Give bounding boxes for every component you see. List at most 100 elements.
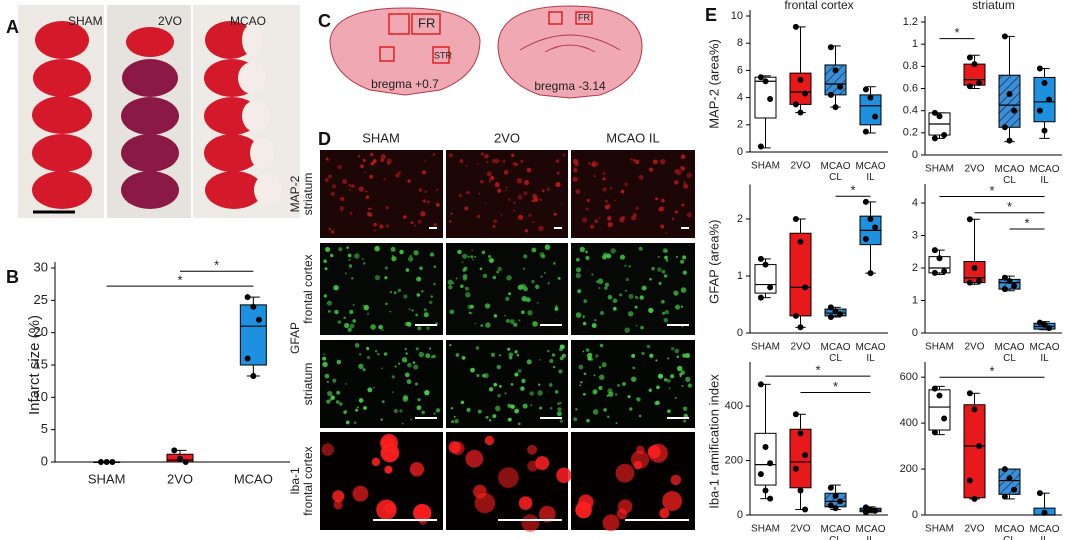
speck (638, 414, 642, 418)
speck (391, 256, 397, 262)
speck (582, 392, 586, 396)
speck (577, 289, 582, 294)
speck (575, 312, 582, 318)
speck (599, 310, 605, 316)
speck (656, 385, 660, 390)
y-axis-label: Iba-1 ramification index (706, 374, 721, 509)
speck (389, 291, 392, 294)
speck (349, 309, 354, 315)
speck (506, 275, 512, 281)
speck (531, 247, 537, 253)
speck (524, 229, 529, 233)
speck (539, 359, 541, 361)
speck (430, 295, 433, 298)
speck (648, 307, 654, 314)
speck (324, 267, 328, 271)
speck (487, 254, 492, 259)
panel-letter: E (705, 5, 717, 25)
speck (521, 296, 528, 302)
speck (608, 391, 614, 397)
data-point (767, 495, 774, 502)
speck (579, 384, 582, 387)
speck (397, 362, 401, 365)
y-tick-label: 2 (737, 213, 743, 225)
speck (575, 257, 580, 262)
data-point (1041, 127, 1048, 134)
data-point (966, 216, 973, 223)
region-label: STR (434, 50, 453, 60)
speck (468, 311, 471, 314)
speck (539, 198, 542, 201)
speck (549, 382, 552, 385)
speck (339, 206, 344, 211)
speck (404, 372, 410, 378)
data-point (1036, 107, 1043, 114)
speck (421, 170, 427, 175)
speck (556, 467, 572, 483)
speck (494, 405, 501, 412)
speck (624, 264, 627, 267)
speck (604, 199, 609, 203)
speck (422, 199, 427, 203)
speck (524, 180, 530, 186)
speck (489, 258, 494, 263)
speck (485, 322, 491, 328)
speck (502, 160, 506, 163)
speck (351, 276, 354, 280)
speck (527, 460, 539, 472)
y-tick-label: 0 (912, 149, 918, 161)
speck (423, 312, 429, 318)
speck (598, 366, 602, 369)
speck (587, 162, 591, 165)
speck (465, 449, 484, 468)
speck (606, 394, 609, 397)
speck (405, 352, 408, 355)
y-tick-label: 20 (34, 324, 48, 339)
speck (528, 213, 532, 217)
y-tick-label: 30 (34, 259, 48, 274)
data-point (971, 61, 978, 68)
speck (407, 362, 412, 368)
speck (476, 214, 481, 219)
speck (394, 365, 397, 368)
speck (470, 367, 475, 373)
speck (380, 154, 386, 160)
speck (553, 212, 557, 216)
speck (348, 258, 351, 261)
speck (663, 274, 668, 278)
speck (399, 409, 403, 413)
x-tick-label: SHAM (88, 471, 126, 486)
speck (505, 186, 508, 189)
y-tick-label: 2 (737, 119, 743, 131)
speck (679, 375, 682, 378)
speck (491, 158, 496, 163)
speck (395, 173, 400, 178)
speck (490, 175, 495, 180)
speck (499, 384, 502, 388)
speck (385, 206, 389, 210)
speck (385, 302, 388, 306)
y-tick-label: 5 (41, 421, 48, 436)
speck (514, 350, 518, 354)
speck (429, 300, 433, 305)
speck (433, 282, 436, 286)
speck (367, 312, 370, 315)
speck (513, 209, 516, 212)
speck (555, 159, 560, 164)
speck (413, 503, 432, 523)
y-tick-label: 400 (900, 417, 918, 429)
speck (562, 153, 566, 157)
speck (627, 311, 634, 317)
speck (482, 273, 488, 279)
data-point (966, 54, 973, 61)
micrograph (320, 340, 443, 428)
speck (481, 250, 486, 255)
y-axis-label: Infarct size (%) (26, 315, 43, 415)
y-tick-label: 0 (912, 509, 918, 521)
data-point (1036, 65, 1043, 72)
speck (464, 286, 469, 291)
speck (585, 348, 590, 352)
significance-label: * (177, 273, 182, 288)
speck (504, 392, 507, 395)
